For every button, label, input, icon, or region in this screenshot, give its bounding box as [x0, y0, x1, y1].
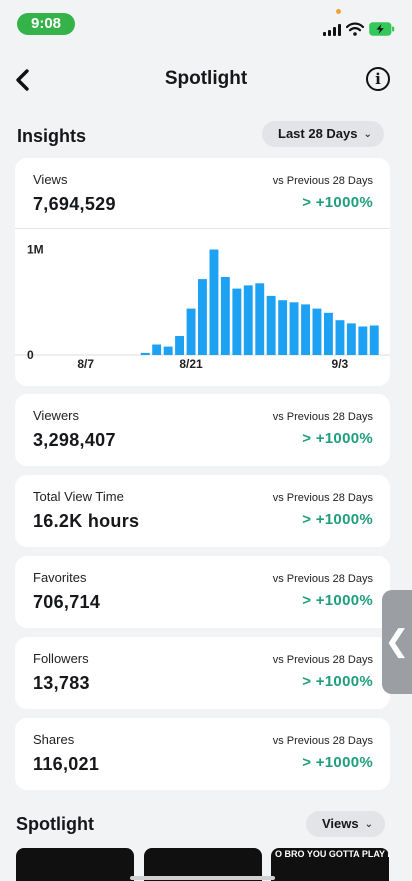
chart-bar: [152, 344, 162, 355]
metric-value: 706,714: [33, 592, 101, 612]
y-tick-label: 0: [27, 348, 34, 362]
spotlight-heading: Spotlight: [16, 814, 94, 834]
chart-bar: [358, 326, 368, 355]
metric-label: Total View Time: [33, 489, 124, 504]
spotlight-thumbnail[interactable]: [16, 848, 134, 881]
spotlight-thumbnail[interactable]: O BRO YOU GOTTA PLAY BO6 IT'S FIRE 🔥🔥🔥: [271, 848, 389, 881]
comparison-delta: > +1000%: [302, 511, 373, 528]
chart-bar: [140, 352, 150, 355]
metric-label: Shares: [33, 732, 75, 747]
home-indicator: [130, 876, 275, 880]
comparison-delta: > +1000%: [302, 754, 373, 771]
date-range-dropdown[interactable]: Last 28 Days ⌄: [262, 121, 384, 147]
chart-bar: [301, 304, 310, 355]
chart-bar: [163, 346, 173, 355]
chevron-left-icon: ❮: [384, 625, 410, 658]
comparison-delta: > +1000%: [302, 430, 373, 447]
comparison-label: vs Previous 28 Days: [272, 573, 373, 585]
metric-value: 3,298,407: [33, 430, 116, 450]
comparison-delta: > +1000%: [302, 194, 373, 211]
status-bar: 9:08: [0, 0, 412, 52]
comparison-label: vs Previous 28 Days: [272, 492, 373, 504]
chart-bar: [232, 288, 242, 355]
metric-card-views[interactable]: Views 7,694,529 vs Previous 28 Days > +1…: [15, 158, 390, 386]
cellular-signal-icon: [323, 24, 341, 36]
metric-card-followers[interactable]: Followers 13,783 vs Previous 28 Days > +…: [15, 637, 390, 709]
x-tick-label: 8/7: [77, 357, 94, 371]
chart-bar: [335, 320, 345, 355]
camera-indicator-dot: [336, 9, 341, 14]
insights-heading: Insights: [17, 126, 87, 146]
nav-bar: Spotlight i: [0, 56, 412, 104]
metric-label: Views: [33, 172, 68, 187]
chart-bar: [186, 308, 196, 355]
metric-label: Favorites: [33, 570, 87, 585]
metric-card-viewers[interactable]: Viewers 3,298,407 vs Previous 28 Days > …: [15, 394, 390, 466]
chevron-down-icon: ⌄: [364, 819, 374, 830]
chart-bar: [175, 336, 184, 355]
chart-bar: [369, 325, 379, 355]
sort-label: Views: [322, 816, 359, 831]
comparison-label: vs Previous 28 Days: [272, 411, 373, 423]
chart-bar: [278, 300, 288, 355]
chart-bar: [324, 312, 333, 355]
metric-value: 16.2K hours: [33, 511, 140, 531]
comparison-delta: > +1000%: [302, 673, 373, 690]
x-tick-label: 8/21: [179, 357, 203, 371]
info-icon: i: [375, 70, 381, 88]
views-bar-chart: 1M 0 8/7 8/21 9/3: [15, 243, 390, 371]
metric-card-total-view-time[interactable]: Total View Time 16.2K hours vs Previous …: [15, 475, 390, 547]
views-chart: 1M 0 8/7 8/21 9/3: [15, 228, 390, 389]
side-panel-handle[interactable]: ❮: [382, 590, 412, 694]
chevron-down-icon: ⌄: [363, 129, 372, 140]
comparison-label: vs Previous 28 Days: [272, 735, 373, 747]
back-button[interactable]: [10, 66, 38, 94]
metric-label: Followers: [33, 651, 89, 666]
chart-bar: [255, 283, 265, 355]
comparison-label: vs Previous 28 Days: [272, 654, 373, 666]
chart-bar: [266, 295, 276, 355]
chart-bar: [312, 308, 322, 355]
spotlight-thumbnail[interactable]: [144, 848, 262, 881]
metric-value: 7,694,529: [33, 194, 116, 214]
info-button[interactable]: i: [366, 67, 390, 91]
metric-card-shares[interactable]: Shares 116,021 vs Previous 28 Days > +10…: [15, 718, 390, 790]
date-range-label: Last 28 Days: [278, 126, 358, 141]
y-tick-label: 1M: [27, 243, 44, 257]
thumbnail-caption: O BRO YOU GOTTA PLAY BO6 IT'S FIRE 🔥🔥🔥: [275, 849, 389, 859]
sort-dropdown[interactable]: Views ⌄: [306, 811, 386, 837]
chart-bar: [209, 249, 219, 355]
metric-value: 116,021: [33, 754, 100, 774]
comparison-delta: > +1000%: [302, 592, 373, 609]
metric-value: 13,783: [33, 673, 90, 693]
x-tick-label: 9/3: [332, 357, 349, 371]
chart-bar: [198, 279, 207, 355]
chart-bar: [346, 323, 356, 355]
metric-label: Viewers: [33, 408, 80, 423]
metric-card-favorites[interactable]: Favorites 706,714 vs Previous 28 Days > …: [15, 556, 390, 628]
chart-bar: [289, 302, 299, 355]
wifi-icon: [346, 22, 364, 36]
page-title: Spotlight: [164, 68, 248, 89]
chart-bar: [243, 285, 253, 355]
status-time: 9:08: [17, 13, 75, 35]
comparison-label: vs Previous 28 Days: [272, 175, 373, 187]
chart-bar: [220, 277, 230, 355]
battery-charging-icon: [369, 22, 395, 36]
